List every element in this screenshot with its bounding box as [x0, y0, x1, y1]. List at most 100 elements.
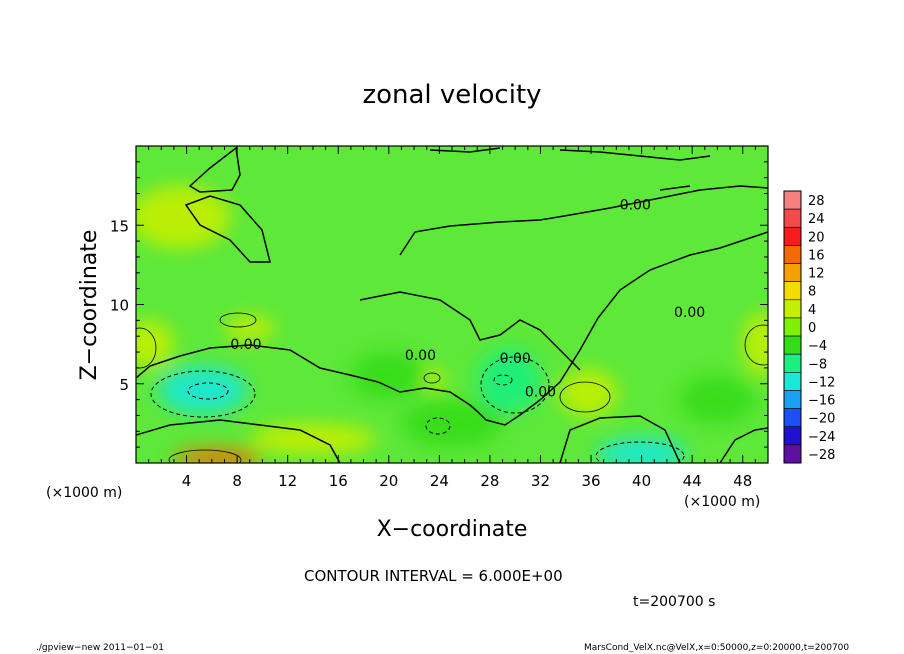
- x-tick-label: 16: [329, 472, 348, 490]
- colorbar-label: 20: [808, 230, 825, 245]
- negative-contour-center: [480, 356, 550, 414]
- x-tick-label: 36: [581, 472, 600, 490]
- time-text: t=200700 s: [633, 594, 716, 610]
- colorbar-swatch: [783, 335, 802, 355]
- x-axis-label: X−coordinate: [377, 517, 528, 542]
- contour-label: 0.00: [230, 337, 261, 353]
- x-tick-label: 32: [531, 472, 550, 490]
- field-blob-12: [136, 185, 231, 250]
- colorbar-swatch: [783, 190, 802, 210]
- plot-area: 0.00 0.00 0.00 0.00 0.00 0.00: [136, 146, 768, 463]
- field-blob-3: [173, 448, 263, 463]
- colorbar-label: 0: [808, 321, 816, 336]
- y-tick-label: 15: [110, 217, 129, 235]
- zero-contour-right-edge: [719, 427, 768, 463]
- colorbar-label: −24: [808, 430, 835, 445]
- x-axis-unit-left: (×1000 m): [46, 485, 122, 501]
- chart-title: zonal velocity: [362, 80, 541, 110]
- field-blob-4: [136, 320, 174, 368]
- positive-contour-bottom-left: [168, 449, 242, 463]
- negative-contour-bottom-left: [425, 417, 451, 435]
- colorbar-swatch: [783, 426, 802, 446]
- colorbar-swatch: [783, 408, 802, 428]
- field-blob-13: [679, 375, 756, 424]
- colorbar-label: −20: [808, 412, 835, 427]
- zero-contour-island-top-left: [188, 146, 241, 193]
- colorbar-label: 12: [808, 267, 825, 282]
- x-tick-label: 24: [430, 472, 449, 490]
- contour-label: 0.00: [405, 348, 436, 364]
- x-tick-label: 20: [379, 472, 398, 490]
- negative-contour-left-inner: [187, 382, 229, 400]
- dashed-contour-layer: [150, 356, 685, 463]
- colorbar-swatch: [783, 263, 802, 282]
- colorbar-label: 28: [808, 194, 825, 209]
- colorbar-swatch: [783, 299, 802, 319]
- colorbar-label: 4: [808, 303, 816, 318]
- colorbar-frame: [783, 190, 802, 464]
- program-info: ./gpview−new 2011−01−01: [36, 643, 164, 653]
- colorbar-label: −4: [808, 339, 827, 354]
- field-blob-6: [559, 369, 618, 418]
- blob-layer: [136, 185, 768, 463]
- colorbar-label: −8: [808, 357, 827, 372]
- contour-label-layer: 0.00 0.00 0.00 0.00 0.00 0.00: [230, 197, 705, 400]
- x-tick-label: 12: [278, 472, 297, 490]
- contour-label: 0.00: [500, 351, 531, 367]
- x-axis-unit-right: (×1000 m): [684, 494, 760, 510]
- contour-interval-text: CONTOUR INTERVAL = 6.000E+00: [304, 567, 563, 585]
- y-axis-label: Z−coordinate: [77, 230, 102, 381]
- contour-label: 0.00: [620, 197, 651, 213]
- x-tick-label: 40: [632, 472, 651, 490]
- positive-contour-small-center: [423, 372, 441, 384]
- x-tick-label: 28: [480, 472, 499, 490]
- colorbar-swatch: [783, 353, 802, 373]
- colorbar-swatch: [783, 208, 802, 228]
- y-tick-label: 10: [110, 297, 129, 315]
- x-axis: 4 8 12 16 20 24 28 32 36 40 44 48: [148, 146, 756, 490]
- colorbar-swatch: [783, 281, 802, 301]
- zero-contour-middle: [359, 291, 581, 371]
- contour-layer: [136, 146, 768, 463]
- colorbar-label: −28: [808, 448, 835, 463]
- zero-contour-upper: [399, 185, 768, 256]
- x-tick-label: 44: [683, 472, 702, 490]
- colorbar: 28 24 20 16 12 8 4 0 −4 −8 −12 −16 −20 −24 −28: [783, 190, 835, 464]
- negative-contour-center-inner: [493, 374, 513, 386]
- colorbar-swatch: [783, 226, 802, 246]
- colorbar-label: 8: [808, 285, 816, 300]
- field-blob-5: [742, 312, 768, 376]
- y-tick-label: 5: [119, 376, 129, 394]
- colorbar-swatch: [783, 245, 802, 264]
- colorbar-label: 16: [808, 248, 825, 263]
- field-blob-9: [249, 423, 377, 456]
- zero-contour-lower: [136, 231, 768, 426]
- field-blob-7: [224, 315, 276, 341]
- colorbar-swatch: [783, 372, 802, 391]
- positive-contour-right-center: [559, 381, 611, 413]
- colorbar-swatch: [783, 444, 802, 464]
- field-blob-10: [350, 352, 427, 400]
- colorbar-label: −12: [808, 375, 835, 390]
- colorbar-swatch: [783, 390, 802, 409]
- zero-contour-bottom-right: [559, 415, 681, 463]
- contour-label: 0.00: [674, 305, 705, 321]
- positive-contour-mid-left: [219, 312, 257, 328]
- positive-contour-right-edge: [744, 324, 768, 366]
- x-tick-label: 4: [182, 472, 192, 490]
- contour-label: 0.00: [525, 384, 556, 400]
- field-blob-11: [401, 399, 503, 448]
- colorbar-label: 24: [808, 212, 825, 227]
- file-info: MarsCond_VelX.nc@VelX,x=0:50000,z=0:2000…: [584, 643, 850, 653]
- zero-contour-island-left: [184, 195, 271, 263]
- colorbar-label: −16: [808, 394, 835, 409]
- zero-contour-bottom-left: [136, 419, 341, 463]
- negative-contour-bottom-right: [595, 441, 685, 463]
- field-blob-1: [477, 348, 541, 413]
- x-tick-label: 8: [232, 472, 242, 490]
- y-axis: 5 10 15: [110, 161, 768, 448]
- negative-contour-left-outer: [150, 370, 256, 418]
- field-blob-0: [158, 366, 248, 414]
- x-tick-label: 48: [733, 472, 752, 490]
